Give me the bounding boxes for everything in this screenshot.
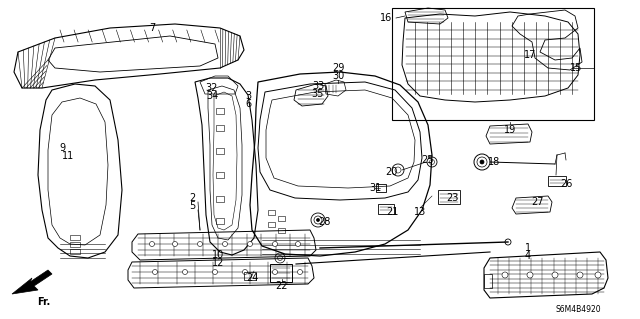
Bar — [216, 172, 224, 178]
Circle shape — [248, 241, 253, 247]
Circle shape — [552, 272, 558, 278]
Circle shape — [527, 272, 533, 278]
Circle shape — [502, 272, 508, 278]
Text: 6: 6 — [245, 99, 251, 109]
Polygon shape — [12, 270, 52, 294]
Circle shape — [273, 270, 278, 275]
Text: 24: 24 — [246, 273, 258, 283]
Circle shape — [223, 241, 227, 247]
Circle shape — [152, 270, 157, 275]
Text: 19: 19 — [504, 125, 516, 135]
Bar — [70, 249, 80, 254]
Text: 27: 27 — [532, 197, 544, 207]
Text: 22: 22 — [276, 281, 288, 291]
Text: 31: 31 — [370, 183, 382, 193]
Text: 23: 23 — [446, 193, 458, 203]
Text: S6M4B4920: S6M4B4920 — [555, 306, 601, 315]
Text: 30: 30 — [332, 71, 344, 81]
Text: 3: 3 — [245, 91, 251, 101]
Bar — [392, 8, 594, 120]
Bar — [278, 228, 285, 233]
Text: 32: 32 — [206, 83, 218, 93]
Text: 25: 25 — [422, 155, 435, 165]
Circle shape — [198, 241, 202, 247]
Text: 11: 11 — [62, 151, 74, 161]
Text: Fr.: Fr. — [37, 297, 51, 307]
Bar — [278, 216, 285, 221]
Bar — [268, 222, 275, 227]
Text: 15: 15 — [570, 63, 582, 73]
Text: 7: 7 — [149, 23, 155, 33]
Bar — [216, 218, 224, 224]
Bar — [268, 210, 275, 215]
Circle shape — [173, 241, 177, 247]
Text: 17: 17 — [524, 50, 536, 60]
Bar — [244, 272, 256, 280]
Circle shape — [273, 241, 278, 247]
Bar — [70, 242, 80, 247]
Circle shape — [182, 270, 188, 275]
Bar — [216, 148, 224, 154]
Circle shape — [212, 270, 218, 275]
Bar — [484, 274, 492, 288]
Bar — [548, 176, 566, 186]
Circle shape — [577, 272, 583, 278]
Circle shape — [150, 241, 154, 247]
Text: 21: 21 — [386, 207, 398, 217]
Text: 35: 35 — [312, 89, 324, 99]
Text: 12: 12 — [212, 258, 224, 268]
Text: 10: 10 — [212, 250, 224, 260]
Bar — [216, 125, 224, 131]
Bar — [376, 184, 386, 192]
Text: 13: 13 — [414, 207, 426, 217]
Text: 4: 4 — [525, 251, 531, 261]
Circle shape — [480, 160, 484, 164]
Text: 9: 9 — [59, 143, 65, 153]
Circle shape — [298, 270, 303, 275]
Text: 33: 33 — [312, 81, 324, 91]
Bar — [70, 235, 80, 240]
Bar — [438, 190, 460, 204]
Bar — [270, 264, 292, 282]
Circle shape — [243, 270, 248, 275]
Text: 16: 16 — [380, 13, 392, 23]
Text: 34: 34 — [206, 91, 218, 101]
Text: 1: 1 — [525, 243, 531, 253]
Bar — [378, 204, 394, 214]
Bar — [216, 196, 224, 202]
Text: 29: 29 — [332, 63, 344, 73]
Text: 5: 5 — [189, 201, 195, 211]
Circle shape — [317, 219, 319, 221]
Bar — [216, 108, 224, 114]
Text: 26: 26 — [560, 179, 572, 189]
Circle shape — [595, 272, 601, 278]
Text: 2: 2 — [189, 193, 195, 203]
Text: 18: 18 — [488, 157, 500, 167]
Text: 28: 28 — [318, 217, 330, 227]
Text: 20: 20 — [386, 167, 398, 177]
Circle shape — [296, 241, 301, 247]
